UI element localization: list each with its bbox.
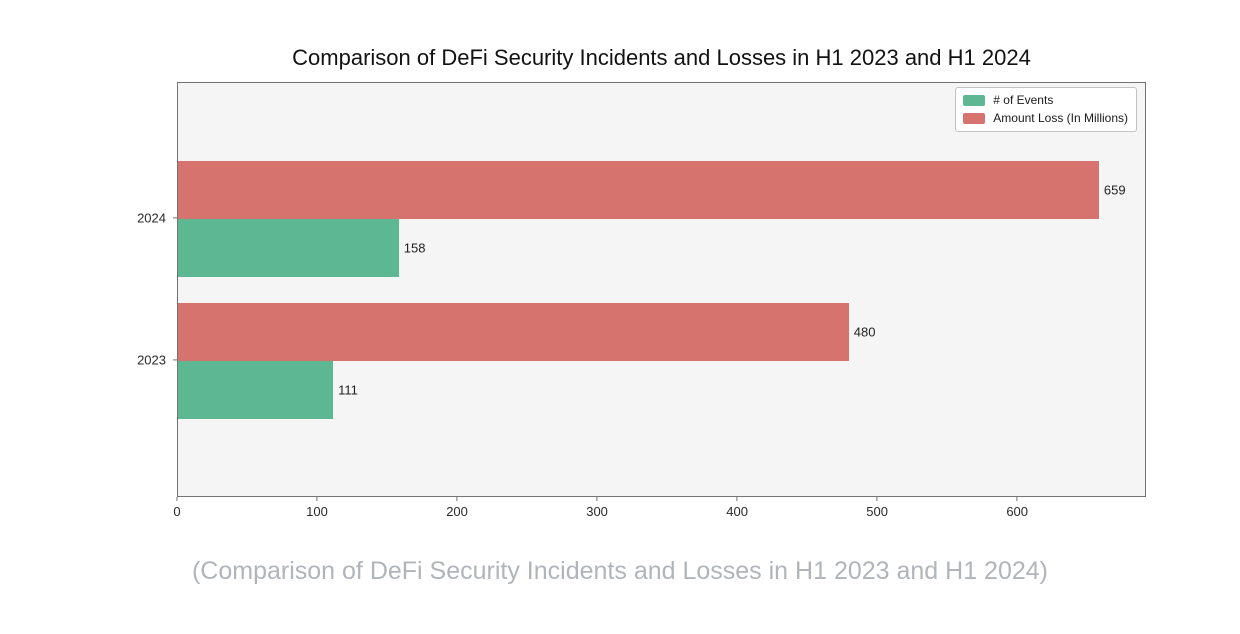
xtick-mark-400 <box>736 497 738 501</box>
bar-value-label-2024-events: 158 <box>403 240 426 256</box>
x-axis: 0 100 200 300 400 500 600 <box>173 497 1146 527</box>
plot-area: 659 158 480 111 # of Events Amount Loss (In… <box>177 82 1146 497</box>
xtick-label-600: 600 <box>1006 504 1029 519</box>
xtick-label-200: 200 <box>446 504 468 519</box>
xtick-label-0: 0 <box>173 504 181 519</box>
xtick-mark-0 <box>176 497 178 501</box>
xtick-label-300: 300 <box>586 504 608 519</box>
legend-swatch-amount-loss-icon <box>963 113 986 124</box>
legend-label-events: # of Events <box>993 93 1054 107</box>
xtick-label-100: 100 <box>306 504 328 519</box>
ytick-label-2024: 2024 <box>137 210 166 226</box>
figure-caption: (Comparison of DeFi Security Incidents a… <box>191 557 1049 585</box>
legend-item-amount-loss: Amount Loss (In Millions) <box>963 112 1128 125</box>
bar-2024-events <box>178 219 399 277</box>
bar-value-label-2023-events: 111 <box>338 382 358 398</box>
xtick-mark-100 <box>316 497 318 501</box>
xtick-mark-600 <box>1016 497 1018 501</box>
chart-title: Comparison of DeFi Security Incidents an… <box>292 45 1031 70</box>
bar-2023-amount-loss <box>178 303 849 361</box>
xtick-label-400: 400 <box>726 504 748 519</box>
legend-label-amount-loss: Amount Loss (In Millions) <box>993 111 1128 125</box>
ytick-mark-2023 <box>173 359 177 361</box>
xtick-mark-500 <box>876 497 878 501</box>
bar-value-label-2023-amount-loss: 480 <box>853 324 876 340</box>
bars-layer: 659 158 480 111 <box>178 83 1145 496</box>
ytick-mark-2024 <box>173 217 177 219</box>
bar-2024-amount-loss <box>178 161 1099 219</box>
y-axis: 2024 2023 <box>0 82 177 497</box>
legend-item-events: # of Events <box>963 94 1128 107</box>
legend-swatch-events-icon <box>963 95 986 106</box>
bar-2023-events <box>178 361 334 419</box>
xtick-mark-200 <box>456 497 458 501</box>
xtick-label-500: 500 <box>866 504 888 519</box>
xtick-mark-300 <box>596 497 598 501</box>
ytick-label-2023: 2023 <box>137 352 166 368</box>
legend: # of Events Amount Loss (In Millions) <box>955 87 1137 132</box>
bar-value-label-2024-amount-loss: 659 <box>1103 182 1126 198</box>
